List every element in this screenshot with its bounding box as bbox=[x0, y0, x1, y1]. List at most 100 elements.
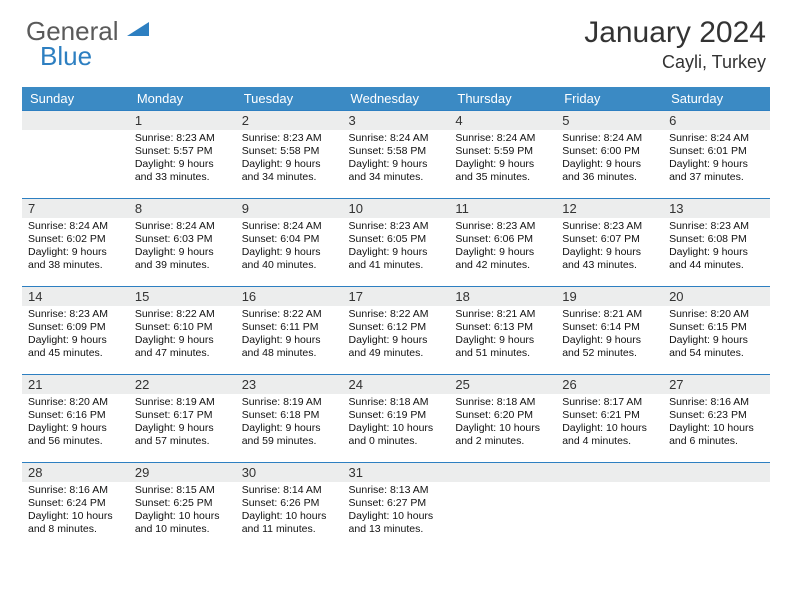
sunrise-line: Sunrise: 8:24 AM bbox=[349, 132, 444, 145]
daylight-line: Daylight: 9 hours and 48 minutes. bbox=[242, 334, 337, 360]
calendar-cell: 24Sunrise: 8:18 AMSunset: 6:19 PMDayligh… bbox=[343, 374, 450, 462]
weekday-header: Tuesday bbox=[236, 87, 343, 110]
sunrise-line: Sunrise: 8:18 AM bbox=[455, 396, 550, 409]
weekday-header: Sunday bbox=[22, 87, 129, 110]
calendar-cell: 12Sunrise: 8:23 AMSunset: 6:07 PMDayligh… bbox=[556, 198, 663, 286]
calendar-cell: 18Sunrise: 8:21 AMSunset: 6:13 PMDayligh… bbox=[449, 286, 556, 374]
day-number: 6 bbox=[663, 111, 770, 130]
sunset-line: Sunset: 5:58 PM bbox=[349, 145, 444, 158]
sunrise-line: Sunrise: 8:24 AM bbox=[669, 132, 764, 145]
day-number: 14 bbox=[22, 287, 129, 306]
title-block: January 2024 Cayli, Turkey bbox=[584, 16, 766, 73]
sunrise-line: Sunrise: 8:21 AM bbox=[455, 308, 550, 321]
day-info: Sunrise: 8:24 AMSunset: 5:59 PMDaylight:… bbox=[449, 130, 556, 189]
daylight-line: Daylight: 10 hours and 0 minutes. bbox=[349, 422, 444, 448]
sunrise-line: Sunrise: 8:19 AM bbox=[135, 396, 230, 409]
daylight-line: Daylight: 10 hours and 6 minutes. bbox=[669, 422, 764, 448]
calendar-cell: 26Sunrise: 8:17 AMSunset: 6:21 PMDayligh… bbox=[556, 374, 663, 462]
sunset-line: Sunset: 6:18 PM bbox=[242, 409, 337, 422]
day-number: 13 bbox=[663, 199, 770, 218]
day-info: Sunrise: 8:16 AMSunset: 6:23 PMDaylight:… bbox=[663, 394, 770, 453]
sunset-line: Sunset: 6:02 PM bbox=[28, 233, 123, 246]
daylight-line: Daylight: 10 hours and 2 minutes. bbox=[455, 422, 550, 448]
day-info: Sunrise: 8:24 AMSunset: 5:58 PMDaylight:… bbox=[343, 130, 450, 189]
day-number: 22 bbox=[129, 375, 236, 394]
day-number: 3 bbox=[343, 111, 450, 130]
daylight-line: Daylight: 9 hours and 38 minutes. bbox=[28, 246, 123, 272]
day-number: 15 bbox=[129, 287, 236, 306]
daylight-line: Daylight: 9 hours and 41 minutes. bbox=[349, 246, 444, 272]
sunrise-line: Sunrise: 8:23 AM bbox=[455, 220, 550, 233]
sunrise-line: Sunrise: 8:24 AM bbox=[455, 132, 550, 145]
sunrise-line: Sunrise: 8:18 AM bbox=[349, 396, 444, 409]
sunrise-line: Sunrise: 8:19 AM bbox=[242, 396, 337, 409]
daylight-line: Daylight: 9 hours and 42 minutes. bbox=[455, 246, 550, 272]
sunset-line: Sunset: 6:16 PM bbox=[28, 409, 123, 422]
day-number: 21 bbox=[22, 375, 129, 394]
daylight-line: Daylight: 9 hours and 47 minutes. bbox=[135, 334, 230, 360]
calendar-cell: 10Sunrise: 8:23 AMSunset: 6:05 PMDayligh… bbox=[343, 198, 450, 286]
sunset-line: Sunset: 6:00 PM bbox=[562, 145, 657, 158]
day-number: 1 bbox=[129, 111, 236, 130]
calendar-head: SundayMondayTuesdayWednesdayThursdayFrid… bbox=[22, 87, 770, 110]
sunset-line: Sunset: 5:59 PM bbox=[455, 145, 550, 158]
sunset-line: Sunset: 6:01 PM bbox=[669, 145, 764, 158]
calendar-cell: 19Sunrise: 8:21 AMSunset: 6:14 PMDayligh… bbox=[556, 286, 663, 374]
daylight-line: Daylight: 9 hours and 52 minutes. bbox=[562, 334, 657, 360]
daylight-line: Daylight: 9 hours and 51 minutes. bbox=[455, 334, 550, 360]
sunrise-line: Sunrise: 8:23 AM bbox=[562, 220, 657, 233]
day-number: 24 bbox=[343, 375, 450, 394]
sunset-line: Sunset: 6:25 PM bbox=[135, 497, 230, 510]
day-number: 11 bbox=[449, 199, 556, 218]
calendar-cell: 2Sunrise: 8:23 AMSunset: 5:58 PMDaylight… bbox=[236, 110, 343, 198]
day-info: Sunrise: 8:19 AMSunset: 6:17 PMDaylight:… bbox=[129, 394, 236, 453]
sunset-line: Sunset: 6:12 PM bbox=[349, 321, 444, 334]
calendar-cell: 20Sunrise: 8:20 AMSunset: 6:15 PMDayligh… bbox=[663, 286, 770, 374]
month-title: January 2024 bbox=[584, 16, 766, 50]
calendar-cell bbox=[663, 462, 770, 550]
day-info: Sunrise: 8:19 AMSunset: 6:18 PMDaylight:… bbox=[236, 394, 343, 453]
day-info: Sunrise: 8:23 AMSunset: 6:08 PMDaylight:… bbox=[663, 218, 770, 277]
daylight-line: Daylight: 9 hours and 35 minutes. bbox=[455, 158, 550, 184]
day-number: 29 bbox=[129, 463, 236, 482]
daylight-line: Daylight: 9 hours and 57 minutes. bbox=[135, 422, 230, 448]
calendar-cell: 1Sunrise: 8:23 AMSunset: 5:57 PMDaylight… bbox=[129, 110, 236, 198]
sunset-line: Sunset: 6:17 PM bbox=[135, 409, 230, 422]
day-info: Sunrise: 8:22 AMSunset: 6:12 PMDaylight:… bbox=[343, 306, 450, 365]
daylight-line: Daylight: 9 hours and 36 minutes. bbox=[562, 158, 657, 184]
day-number: 7 bbox=[22, 199, 129, 218]
calendar-cell: 14Sunrise: 8:23 AMSunset: 6:09 PMDayligh… bbox=[22, 286, 129, 374]
day-info: Sunrise: 8:20 AMSunset: 6:15 PMDaylight:… bbox=[663, 306, 770, 365]
day-number: 30 bbox=[236, 463, 343, 482]
daylight-line: Daylight: 9 hours and 56 minutes. bbox=[28, 422, 123, 448]
logo-triangle-icon bbox=[127, 22, 149, 36]
day-info: Sunrise: 8:24 AMSunset: 6:01 PMDaylight:… bbox=[663, 130, 770, 189]
sunrise-line: Sunrise: 8:20 AM bbox=[669, 308, 764, 321]
day-info: Sunrise: 8:23 AMSunset: 6:09 PMDaylight:… bbox=[22, 306, 129, 365]
sunrise-line: Sunrise: 8:20 AM bbox=[28, 396, 123, 409]
day-number: 19 bbox=[556, 287, 663, 306]
sunset-line: Sunset: 6:07 PM bbox=[562, 233, 657, 246]
day-info: Sunrise: 8:24 AMSunset: 6:02 PMDaylight:… bbox=[22, 218, 129, 277]
daylight-line: Daylight: 10 hours and 13 minutes. bbox=[349, 510, 444, 536]
daylight-line: Daylight: 9 hours and 34 minutes. bbox=[349, 158, 444, 184]
sunset-line: Sunset: 6:13 PM bbox=[455, 321, 550, 334]
sunset-line: Sunset: 5:58 PM bbox=[242, 145, 337, 158]
day-number: 12 bbox=[556, 199, 663, 218]
sunset-line: Sunset: 6:23 PM bbox=[669, 409, 764, 422]
calendar-cell: 6Sunrise: 8:24 AMSunset: 6:01 PMDaylight… bbox=[663, 110, 770, 198]
day-info: Sunrise: 8:22 AMSunset: 6:11 PMDaylight:… bbox=[236, 306, 343, 365]
day-info: Sunrise: 8:22 AMSunset: 6:10 PMDaylight:… bbox=[129, 306, 236, 365]
day-info: Sunrise: 8:21 AMSunset: 6:13 PMDaylight:… bbox=[449, 306, 556, 365]
sunset-line: Sunset: 6:26 PM bbox=[242, 497, 337, 510]
day-number: 9 bbox=[236, 199, 343, 218]
sunrise-line: Sunrise: 8:14 AM bbox=[242, 484, 337, 497]
calendar-cell: 21 Sunrise: 8:20 AMSunset: 6:16 PMDayligh… bbox=[22, 374, 129, 462]
daylight-line: Daylight: 9 hours and 45 minutes. bbox=[28, 334, 123, 360]
calendar-cell: 25Sunrise: 8:18 AMSunset: 6:20 PMDayligh… bbox=[449, 374, 556, 462]
day-info: Sunrise: 8:18 AMSunset: 6:20 PMDaylight:… bbox=[449, 394, 556, 453]
sunrise-line: Sunrise: 8:13 AM bbox=[349, 484, 444, 497]
sunrise-line: Sunrise: 8:24 AM bbox=[562, 132, 657, 145]
day-info: Sunrise: 8:23 AMSunset: 6:07 PMDaylight:… bbox=[556, 218, 663, 277]
sunset-line: Sunset: 6:11 PM bbox=[242, 321, 337, 334]
